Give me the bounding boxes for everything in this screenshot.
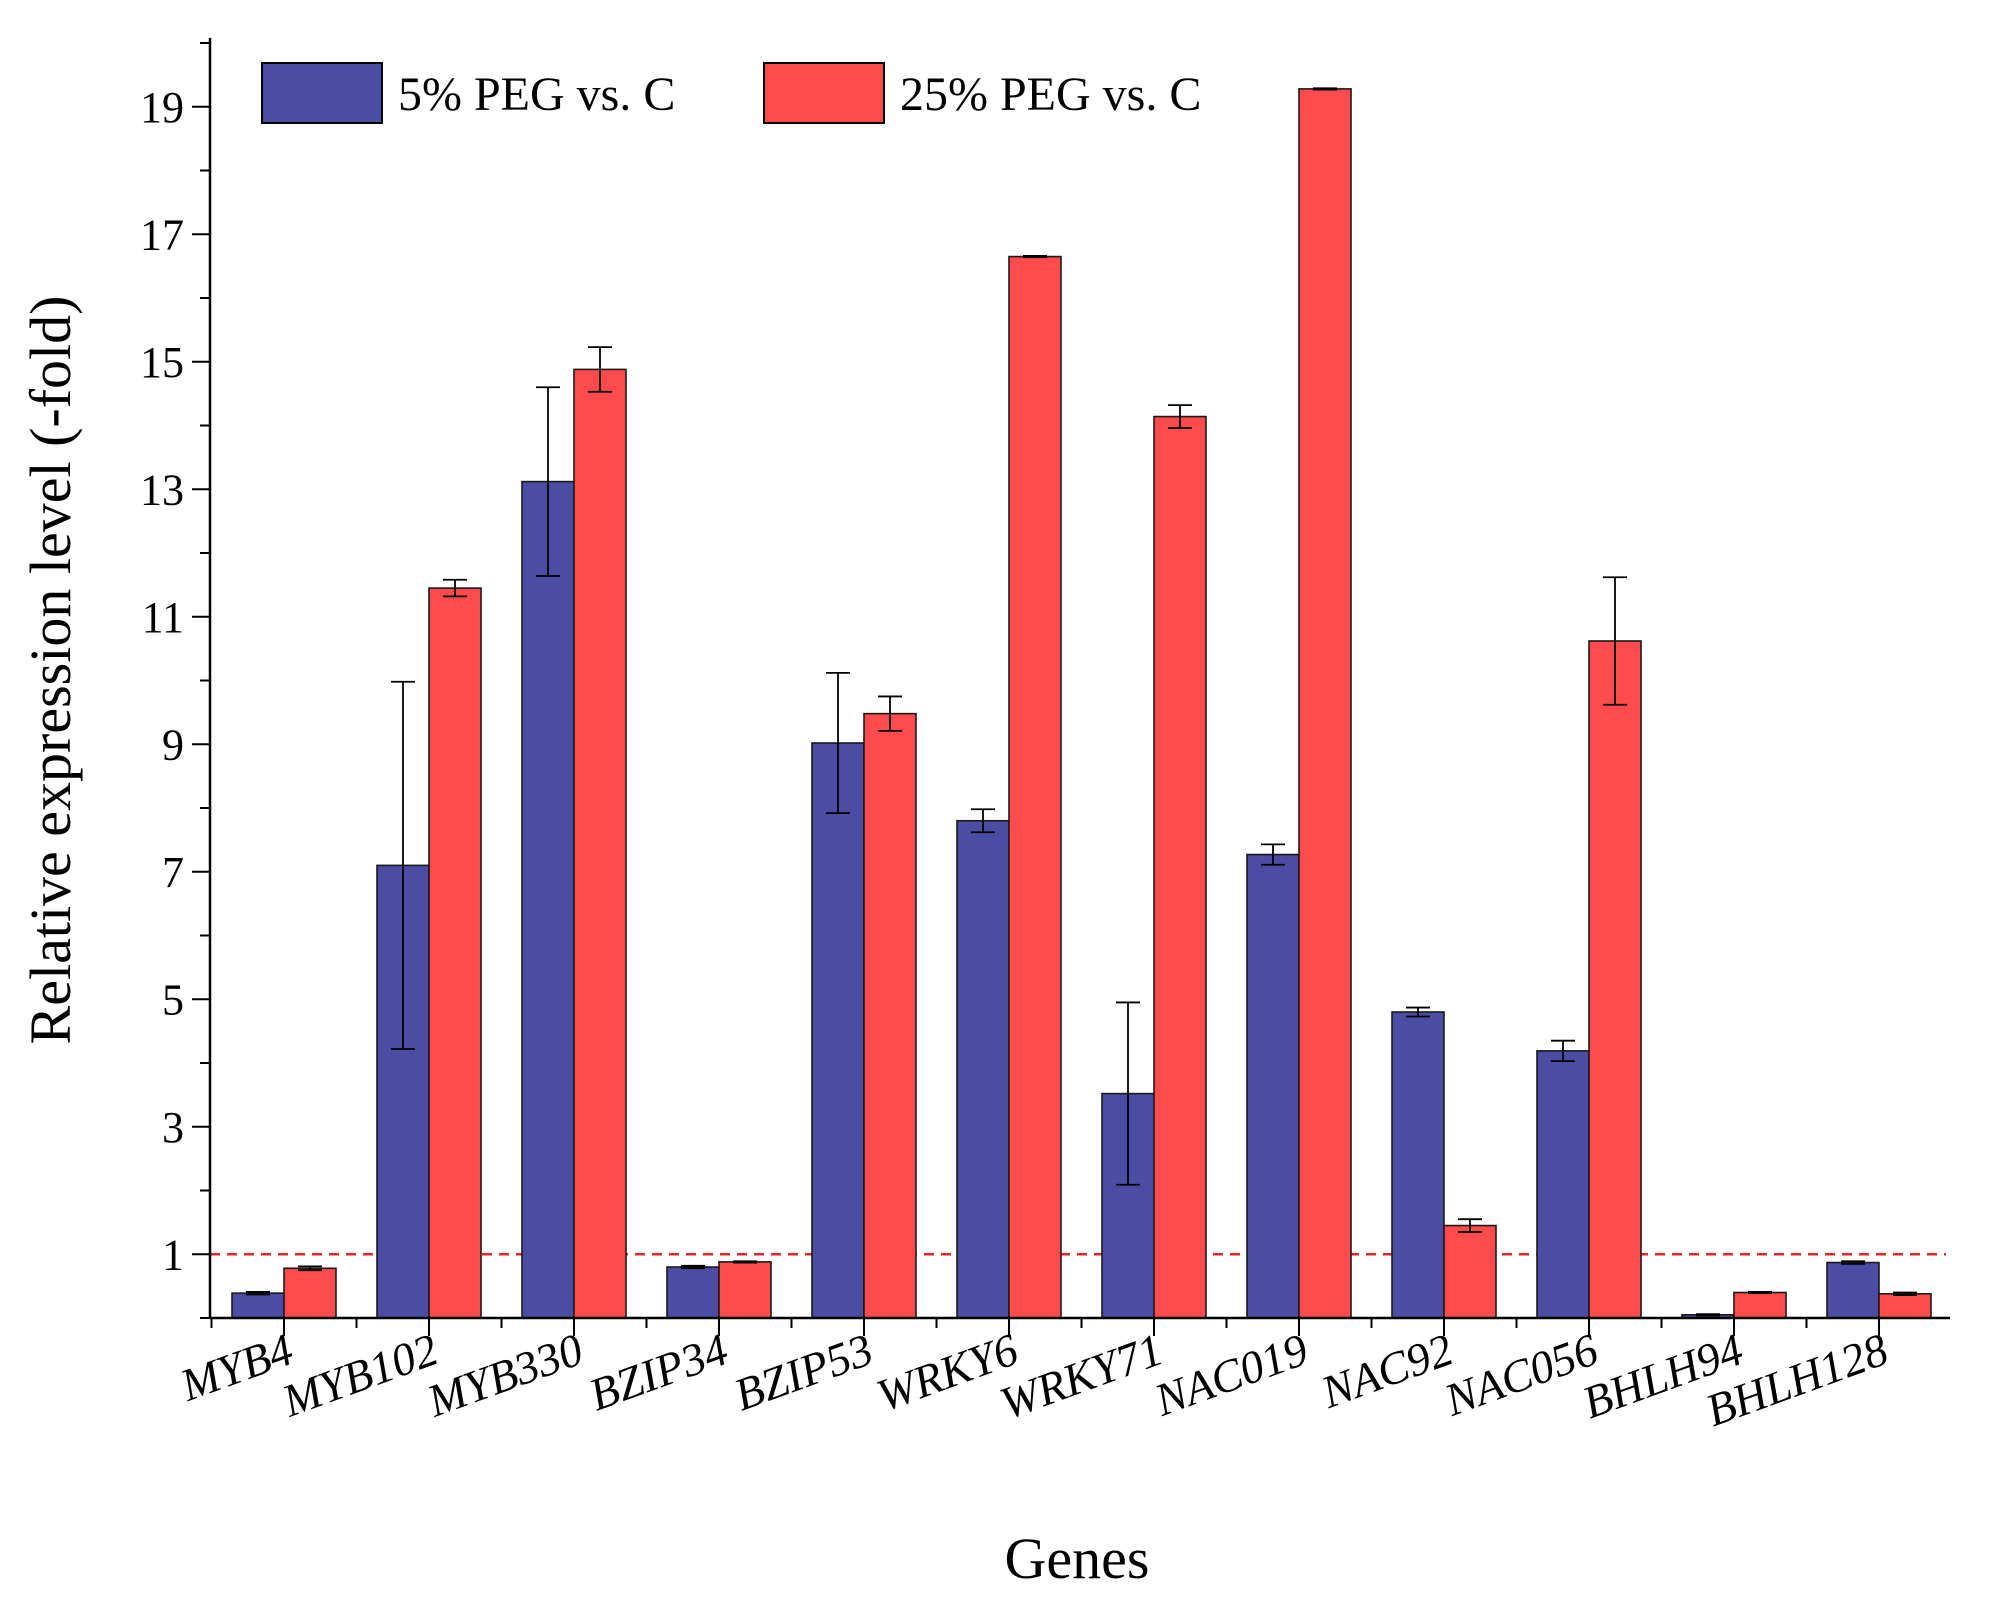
error-bar-bhlh94-series-2 [1748,1290,1772,1295]
error-bar-bhlh94-series-1 [1696,1313,1720,1317]
error-bar-bzip34-series-2 [733,1260,757,1264]
error-bar-wrky6-series-2 [1023,255,1047,259]
y-tick-label: 9 [162,720,184,769]
y-tick-label: 5 [162,975,184,1024]
legend-label-5pct: 5% PEG vs. C [398,68,675,121]
error-bar-nac019-series-2 [1313,87,1337,91]
error-bar-wrky71-series-2 [1168,404,1192,429]
error-bar-bhlh128-series-1 [1841,1260,1865,1265]
x-tick-label-myb102: MYB102 [275,1323,445,1426]
error-bar-myb330-series-1 [536,386,560,577]
x-tick-label-bzip34: BZIP34 [582,1323,734,1420]
x-tick-label-nac019: NAC019 [1147,1323,1314,1425]
y-tick-label: 7 [162,848,184,897]
x-tick-label-myb4: MYB4 [173,1323,299,1411]
bar-wrky6-series-2 [1008,255,1062,1319]
legend-swatch-5pct [261,62,383,124]
y-tick-label: 19 [140,83,184,132]
x-axis-title: Genes [1005,1526,1150,1591]
x-tick-label-wrky6: WRKY6 [870,1323,1024,1421]
error-bar-nac056-series-1 [1551,1039,1575,1062]
bar-myb330-series-2 [573,368,627,1319]
bar-nac019-series-1 [1246,853,1300,1319]
error-bar-nac019-series-1 [1261,843,1285,866]
y-tick-label: 17 [140,210,184,259]
error-bar-wrky6-series-1 [971,808,995,834]
error-bars-layer [246,87,1917,1317]
bar-nac056-series-2 [1588,640,1642,1319]
bar-bhlh94-series-2 [1733,1291,1787,1319]
error-bar-bhlh128-series-2 [1893,1291,1917,1296]
error-bar-myb4-series-1 [246,1290,270,1296]
bar-bzip53-series-1 [811,742,865,1319]
legend-label-25pct: 25% PEG vs. C [900,68,1201,121]
axes-layer [208,37,1950,1320]
error-bar-nac056-series-2 [1603,576,1627,706]
bar-bzip53-series-2 [863,712,917,1319]
error-bar-myb4-series-2 [298,1265,322,1272]
error-bar-bzip34-series-1 [681,1264,705,1270]
error-bar-myb102-series-2 [443,578,467,598]
bar-bzip34-series-1 [666,1266,720,1319]
y-tick-label: 1 [162,1230,184,1279]
error-bar-nac92-series-2 [1458,1218,1482,1233]
x-tick-label-nac92: NAC92 [1314,1323,1460,1418]
y-tick-label: 11 [142,593,184,642]
y-tick-label: 3 [162,1103,184,1152]
error-bar-myb330-series-2 [588,346,612,393]
bar-bhlh128-series-1 [1826,1261,1880,1319]
x-tick-label-wrky71: WRKY71 [993,1323,1169,1429]
bars-layer [231,88,1932,1319]
error-bar-bzip53-series-1 [826,671,850,814]
x-ticks-layer: MYB4MYB102MYB330BZIP34BZIP53WRKY6WRKY71N… [173,1318,1894,1436]
error-bar-myb102-series-1 [391,680,415,1050]
bar-nac92-series-2 [1443,1224,1497,1319]
bar-myb330-series-1 [521,480,575,1319]
bar-bhlh128-series-2 [1878,1292,1932,1319]
bar-wrky6-series-1 [956,819,1010,1319]
bar-myb102-series-2 [428,587,482,1319]
y-tick-label: 15 [140,338,184,387]
legend-swatch-25pct [763,62,885,124]
bar-nac056-series-1 [1536,1050,1590,1319]
bar-myb4-series-1 [231,1292,285,1319]
error-bar-bzip53-series-2 [878,695,902,732]
error-bar-wrky71-series-1 [1116,1001,1140,1186]
bar-myb4-series-2 [283,1267,337,1319]
bar-nac019-series-2 [1298,88,1352,1319]
x-tick-label-nac056: NAC056 [1437,1323,1604,1425]
bar-wrky71-series-2 [1153,415,1207,1319]
x-tick-label-bzip53: BZIP53 [727,1323,879,1420]
bar-nac92-series-1 [1391,1011,1445,1319]
y-axis-title: Relative expression level (-fold) [18,296,83,1045]
x-tick-label-myb330: MYB330 [420,1323,590,1426]
y-tick-label: 13 [140,465,184,514]
bar-bzip34-series-2 [718,1261,772,1319]
error-bar-nac92-series-1 [1406,1006,1430,1018]
legend: 5% PEG vs. C 25% PEG vs. C [261,62,1201,124]
